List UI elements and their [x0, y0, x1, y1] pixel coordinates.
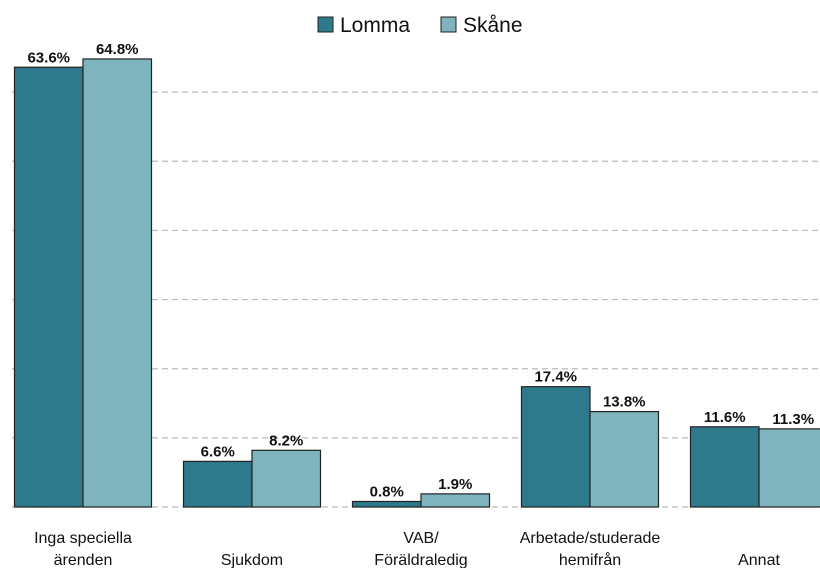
value-label: 63.6% — [27, 49, 70, 66]
x-tick-label: ärenden — [54, 552, 113, 568]
x-tick-label: Arbetade/studerade — [520, 530, 661, 547]
bar — [420, 493, 491, 508]
value-label: 1.9% — [438, 476, 472, 493]
bar — [520, 386, 591, 508]
bar — [251, 449, 322, 508]
legend-label: Skåne — [463, 14, 523, 37]
value-label: 11.6% — [704, 409, 746, 426]
legend-swatch — [317, 16, 334, 33]
x-tick-label: VAB/ — [403, 530, 439, 547]
value-label: 64.8% — [96, 41, 139, 58]
bar — [589, 410, 660, 508]
value-label: 17.4% — [534, 369, 577, 386]
legend-label: Lomma — [340, 14, 410, 37]
x-tick-label: Sjukdom — [221, 552, 283, 568]
value-label: 13.8% — [603, 394, 646, 411]
x-tick-label: Annat — [738, 552, 780, 568]
bar — [82, 58, 153, 508]
legend-swatch — [440, 16, 457, 33]
bar — [758, 428, 820, 508]
value-label: 0.8% — [370, 483, 404, 500]
bar — [689, 426, 760, 508]
x-tick-label: Föräldraledig — [374, 552, 467, 568]
bar — [182, 460, 253, 508]
bar — [13, 66, 84, 508]
value-label: 11.3% — [772, 411, 814, 428]
bar — [351, 500, 422, 508]
value-label: 6.6% — [201, 443, 235, 460]
value-label: 8.2% — [269, 432, 303, 449]
x-tick-label: Inga speciella — [34, 530, 132, 547]
x-tick-label: hemifrån — [559, 551, 621, 568]
